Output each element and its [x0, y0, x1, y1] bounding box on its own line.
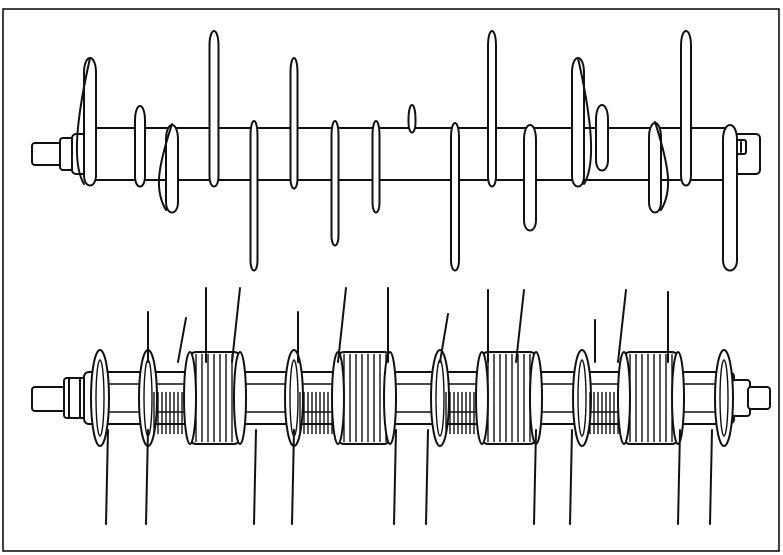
coil-end: [383, 351, 397, 445]
top-left-stub: [31, 142, 63, 166]
tine-blade: [571, 57, 585, 188]
tine-down: [253, 429, 257, 525]
bottom-left-stub: [31, 386, 67, 412]
bottom-parts: [90, 287, 734, 525]
coil-end: [331, 351, 345, 445]
bottom-left-nut: [63, 377, 87, 419]
tine-blade: [249, 120, 259, 272]
coil-end: [233, 351, 247, 445]
tine-down: [709, 429, 713, 525]
tine-down: [145, 429, 149, 525]
blade-curve: [75, 57, 91, 185]
tine-blade: [330, 120, 340, 247]
tine-up: [177, 317, 187, 363]
tine-up: [439, 313, 449, 363]
tine-blade: [371, 120, 381, 214]
tine-down: [105, 429, 109, 525]
tine-down: [677, 429, 681, 525]
tine-down: [291, 429, 295, 525]
tine-blade: [680, 30, 692, 187]
guide-disc: [714, 349, 734, 447]
tine-down: [533, 429, 537, 525]
tine-down: [569, 429, 573, 525]
blade-curve: [577, 57, 593, 185]
bottom-right-stub: [747, 386, 771, 410]
coil-pack: [337, 351, 391, 445]
guide-disc: [430, 349, 450, 447]
tine-blade: [450, 122, 460, 272]
tine-blade: [134, 105, 146, 188]
tine-up: [337, 287, 347, 363]
guide-disc-inner: [719, 359, 729, 437]
tine-blade: [83, 57, 97, 187]
tine-blade: [208, 30, 220, 188]
tine-blade: [523, 124, 537, 232]
tine-blade: [487, 30, 497, 188]
tine-blade: [289, 57, 299, 190]
top-main-shaft: [85, 127, 737, 181]
tine-blade: [595, 104, 609, 172]
frame-border: [2, 8, 780, 552]
top-reel-assembly: [31, 30, 761, 272]
tine-blade: [165, 124, 179, 214]
blade-curve: [157, 123, 173, 211]
tine-down: [425, 429, 429, 525]
top-blades: [75, 30, 738, 272]
blade-curve: [654, 121, 670, 211]
guide-disc-inner: [577, 359, 587, 437]
coil-pack: [481, 351, 537, 445]
coil-pack: [623, 351, 679, 445]
tine-blade: [407, 104, 417, 134]
guide-disc: [572, 349, 592, 447]
tine-blade: [648, 122, 662, 214]
tine-up: [231, 287, 241, 363]
tine-down: [393, 429, 397, 525]
guide-disc-inner: [95, 359, 105, 437]
coil-end: [617, 351, 631, 445]
tine-blade: [722, 124, 738, 272]
coil-end: [475, 351, 489, 445]
coil-end: [183, 351, 197, 445]
tine-up: [617, 289, 627, 363]
tine-up: [515, 289, 525, 363]
coil-end: [671, 351, 685, 445]
guide-disc: [90, 349, 110, 447]
bottom-reel-assembly: [31, 287, 771, 525]
